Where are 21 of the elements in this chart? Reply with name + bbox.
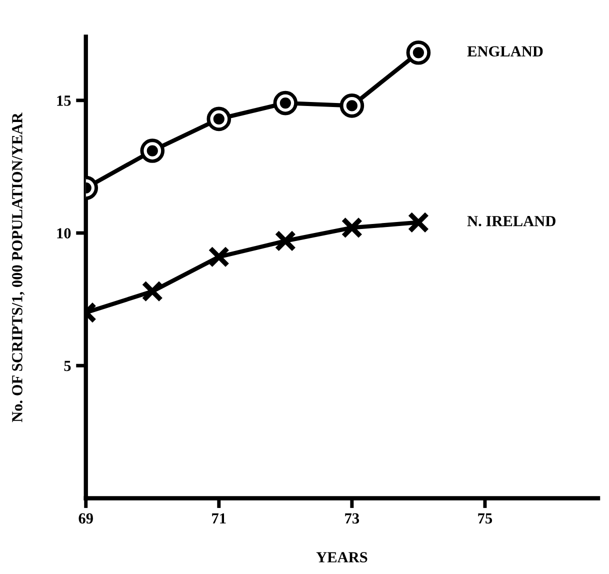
y-axis-title: No. OF SCRIPTS/1, 000 POPULATION/YEAR (12, 112, 25, 422)
text: ENGLAND (467, 46, 543, 56)
x-axis-title: YEARS (316, 552, 368, 562)
point (142, 280, 164, 302)
point (206, 106, 232, 132)
y-tick-label: 10 (57, 228, 71, 238)
text: N. IRELAND (467, 216, 556, 226)
y-tick-label: 15 (57, 96, 71, 106)
y-tick-label: 5 (64, 360, 71, 372)
point (408, 212, 430, 234)
x-tick-label: 75 (478, 513, 492, 524)
x-tick-label: 69 (78, 513, 93, 524)
point (273, 90, 298, 116)
x-tick-label: 71 (212, 513, 226, 524)
point (140, 138, 165, 163)
x-tick-label: 73 (345, 513, 360, 524)
point (340, 94, 364, 118)
point (406, 40, 431, 65)
point (274, 230, 296, 252)
point (208, 246, 230, 268)
point (341, 216, 363, 238)
